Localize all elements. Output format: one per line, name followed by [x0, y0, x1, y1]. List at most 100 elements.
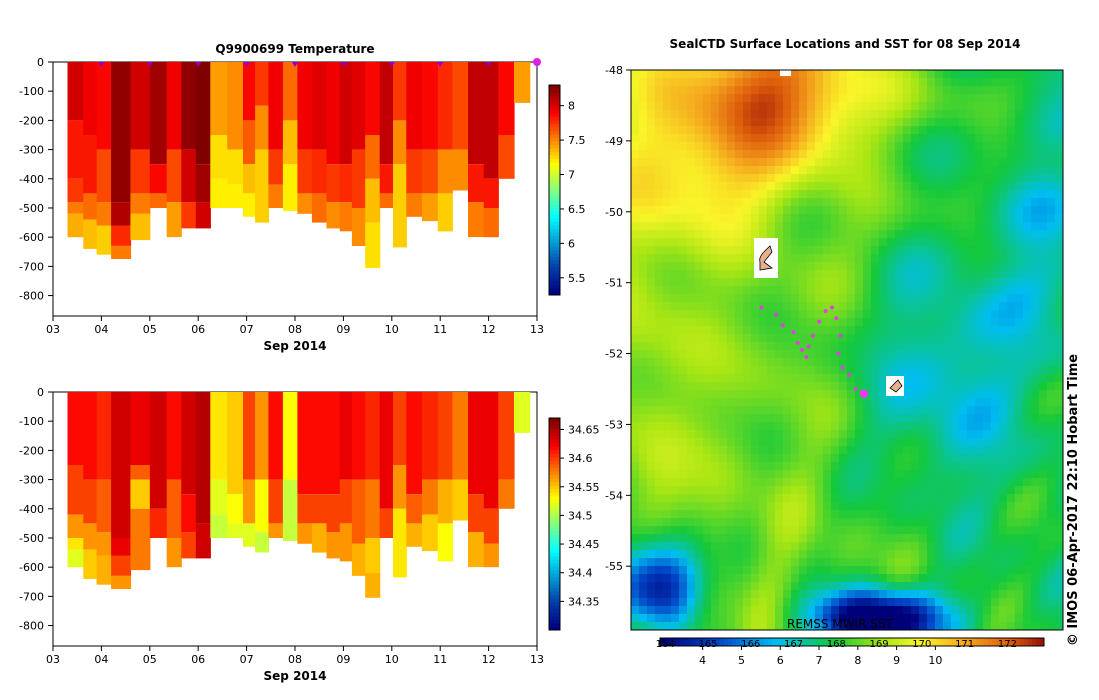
- sst-cell: [1015, 118, 1024, 127]
- sst-cell: [703, 358, 712, 367]
- sst-cell: [967, 382, 976, 391]
- sst-cell: [647, 606, 656, 615]
- sst-cell: [647, 230, 656, 239]
- colorbar-tick-label: 6.5: [568, 203, 586, 216]
- sst-cell: [767, 86, 776, 95]
- sst-cell: [647, 70, 656, 79]
- sst-cell: [775, 254, 784, 263]
- sst-cell: [743, 94, 752, 103]
- sst-cell: [1007, 414, 1016, 423]
- p1-profile-cell: [181, 149, 197, 203]
- sst-cell: [991, 614, 1000, 623]
- sst-cell: [1023, 358, 1032, 367]
- sst-cell: [719, 366, 728, 375]
- sst-cell: [991, 462, 1000, 471]
- sst-cell: [783, 94, 792, 103]
- p1-profile-cell: [351, 208, 366, 246]
- sst-cell: [775, 566, 784, 575]
- sst-cell: [871, 502, 880, 511]
- sst-cell: [671, 398, 680, 407]
- sst-cell: [895, 566, 904, 575]
- sst-cell: [807, 390, 816, 399]
- sst-cell: [823, 278, 832, 287]
- sst-cell: [1007, 214, 1016, 223]
- sst-cell: [823, 70, 832, 79]
- sst-cell: [783, 590, 792, 599]
- sst-cell: [711, 142, 720, 151]
- x-tick-label: 03: [46, 323, 60, 336]
- sst-cell: [687, 334, 696, 343]
- sst-cell: [775, 214, 784, 223]
- sst-cell: [751, 206, 760, 215]
- sst-cell: [655, 406, 664, 415]
- p1-profile-cell: [83, 62, 98, 135]
- sst-cell: [719, 286, 728, 295]
- sst-cell: [687, 446, 696, 455]
- sst-cell: [703, 238, 712, 247]
- sst-cell: [655, 582, 664, 591]
- sst-cell: [815, 494, 824, 503]
- sst-cell: [983, 190, 992, 199]
- sst-cell: [807, 310, 816, 319]
- sst-cell: [879, 246, 888, 255]
- sst-cell: [751, 326, 760, 335]
- sst-cell: [711, 190, 720, 199]
- p1-profile-cell: [468, 202, 485, 238]
- sst-cell: [783, 222, 792, 231]
- y-tick-label: -200: [19, 114, 44, 127]
- sst-cell: [839, 190, 848, 199]
- sst-cell: [903, 70, 912, 79]
- sst-cell: [679, 342, 688, 351]
- sst-cell: [927, 382, 936, 391]
- sst-cell: [1015, 518, 1024, 527]
- sst-cell: [791, 222, 800, 231]
- sst-cell: [663, 198, 672, 207]
- sst-cell: [783, 230, 792, 239]
- sst-cell: [927, 182, 936, 191]
- p2-profile-cell: [130, 479, 151, 509]
- sst-cell: [783, 150, 792, 159]
- colorbar-segment: [549, 562, 560, 567]
- sst-cell: [879, 102, 888, 111]
- sst-cell: [887, 254, 896, 263]
- sst-cell: [863, 590, 872, 599]
- sst-cell: [767, 422, 776, 431]
- sst-cell: [935, 326, 944, 335]
- sst-cell: [823, 358, 832, 367]
- sst-cell: [751, 350, 760, 359]
- sst-cell: [639, 454, 648, 463]
- sst-cell: [679, 454, 688, 463]
- sst-cell: [783, 270, 792, 279]
- sst-cell: [735, 70, 744, 79]
- x-tick-label: 09: [336, 653, 350, 666]
- sst-cell: [1055, 118, 1063, 127]
- sst-cell: [1047, 78, 1056, 87]
- sst-cell: [983, 510, 992, 519]
- sst-cell: [807, 510, 816, 519]
- sst-cell: [727, 134, 736, 143]
- sst-cell: [687, 614, 696, 623]
- sst-cell: [631, 94, 640, 103]
- sst-cell: [863, 102, 872, 111]
- sst-cell: [1031, 166, 1040, 175]
- sst-cell: [919, 166, 928, 175]
- sst-cell: [1007, 358, 1016, 367]
- sst-cell: [839, 238, 848, 247]
- sst-cell: [655, 534, 664, 543]
- sst-cell: [655, 430, 664, 439]
- sst-cell: [919, 470, 928, 479]
- sst-cell: [719, 270, 728, 279]
- sst-cell: [751, 590, 760, 599]
- sst-cell: [719, 190, 728, 199]
- sst-cell: [647, 158, 656, 167]
- sst-cell: [983, 126, 992, 135]
- sst-cell: [631, 534, 640, 543]
- sst-cell: [999, 438, 1008, 447]
- sst-cell: [831, 542, 840, 551]
- sst-cell: [815, 558, 824, 567]
- p1-profile-cell: [339, 62, 353, 165]
- sst-cell: [871, 262, 880, 271]
- sst-cell: [911, 598, 920, 607]
- sst-cell: [815, 470, 824, 479]
- sst-cell: [959, 390, 968, 399]
